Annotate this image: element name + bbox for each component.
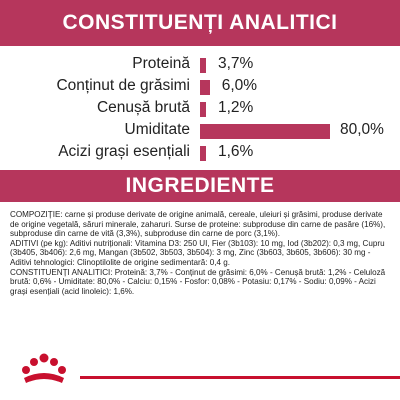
category-label: Umiditate (124, 121, 190, 138)
royal-canin-crown-icon (18, 350, 70, 390)
constituents-title: CONSTITUENȚI ANALITICI (62, 11, 338, 34)
value-label: 6,0% (221, 77, 258, 94)
category-label: Conținut de grăsimi (56, 77, 190, 94)
bar (200, 58, 206, 73)
analytical-constituents-paragraph: CONSTITUENȚI ANALITICI: Proteină: 3,7% -… (10, 267, 386, 296)
category-label: Cenușă brută (96, 99, 190, 116)
additives-paragraph: ADITIVI (pe kg): Aditivi nutriționali: V… (10, 238, 385, 267)
bar (200, 146, 206, 161)
constituents-header: CONSTITUENȚI ANALITICI (0, 0, 400, 46)
brand-stripe (80, 376, 400, 379)
value-label: 3,7% (218, 55, 254, 72)
ingredients-header: INGREDIENTE (0, 170, 400, 202)
ingredients-text: COMPOZIȚIE: carne și produse derivate de… (10, 210, 392, 296)
bar (200, 102, 206, 117)
value-label: 80,0% (340, 121, 384, 138)
value-label: 1,6% (218, 143, 254, 160)
value-label: 1,2% (218, 99, 254, 116)
bar (200, 124, 330, 139)
ingredients-title: INGREDIENTE (125, 174, 275, 197)
composition-paragraph: COMPOZIȚIE: carne și produse derivate de… (10, 210, 386, 239)
category-label: Proteină (132, 55, 190, 72)
bar (200, 80, 210, 95)
category-label: Acizi grași esențiali (58, 143, 190, 160)
